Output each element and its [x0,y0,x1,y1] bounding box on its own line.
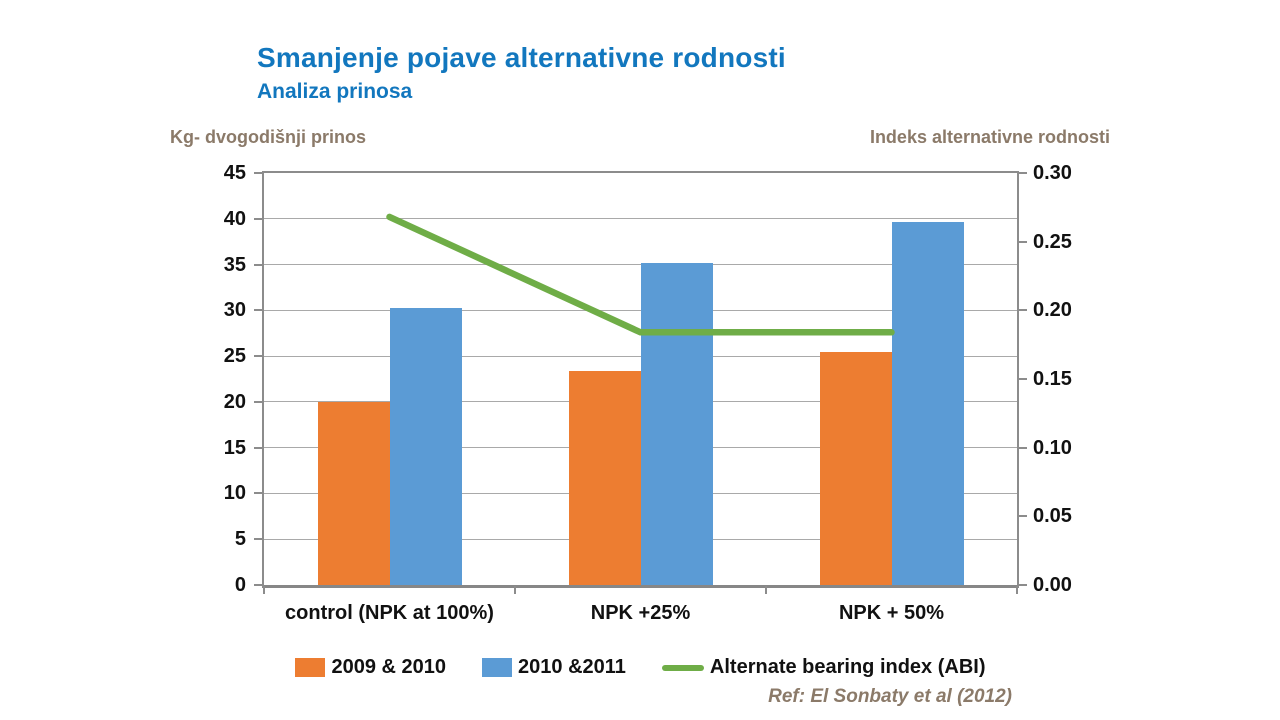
reference-citation: Ref: El Sonbaty et al (2012) [768,686,1012,707]
left-axis-tick-label: 5 [234,528,246,551]
left-axis-tick-label: 30 [223,299,246,322]
left-axis-tick [254,309,263,312]
left-axis-tick [254,400,263,403]
right-axis-tick-label: 0.30 [1033,162,1072,184]
right-axis-tick [1018,446,1027,449]
left-axis-tick-label: 15 [223,436,246,459]
abi-line [386,213,895,336]
x-axis-tick [514,586,516,594]
page-subtitle: Analiza prinosa [257,80,413,103]
right-axis-tick-label: 0.05 [1033,505,1072,528]
left-axis-tick-label: 45 [223,162,246,184]
category-label: control (NPK at 100%) [285,602,494,624]
bar-2010-2011 [640,262,713,585]
legend-label-series-2: 2010 &2011 [518,656,626,678]
page-title: Smanjenje pojave alternativne rodnosti [257,42,786,73]
right-axis-tick [1018,309,1027,312]
bar-2009-2010 [819,352,892,585]
left-axis-tick [254,492,263,495]
bar-2010-2011 [389,307,462,585]
right-axis-tick-label: 0.25 [1033,230,1072,253]
chart-legend: 2009 & 2010 2010 &2011 Alternate bearing… [262,656,1019,679]
right-axis-tick [1018,515,1027,518]
legend-swatch-blue-icon [482,658,513,677]
bar-2009-2010 [317,401,390,585]
left-axis-tick-label: 0 [234,574,246,596]
left-axis-title: Kg- dvogodišnji prinos [170,127,366,147]
left-axis-tick [254,355,263,358]
left-axis-tick [254,263,263,266]
left-axis-tick [254,446,263,449]
right-axis-title: Indeks alternativne rodnosti [869,127,1110,147]
right-axis-tick [1018,172,1027,174]
right-axis-tick-label: 0.10 [1033,436,1072,459]
left-axis-tick-label: 10 [223,482,246,505]
right-axis-tick [1018,240,1027,243]
x-axis-tick [1016,586,1018,594]
legend-item-series-2: 2010 &2011 [482,656,626,679]
right-axis-tick-label: 0.15 [1033,368,1072,390]
left-axis-tick [254,217,263,220]
legend-label-series-3: Alternate bearing index (ABI) [709,656,986,678]
left-axis-tick-label: 25 [223,345,246,368]
bar-2010-2011 [891,221,964,585]
x-axis-tick [263,586,265,594]
left-axis-tick [254,584,263,586]
left-axis-tick-label: 20 [223,390,246,413]
legend-item-series-1: 2009 & 2010 [295,656,446,679]
legend-item-series-3: Alternate bearing index (ABI) [661,656,986,679]
gridline [264,218,1017,220]
category-label: NPK + 50% [838,602,945,624]
legend-label-series-1: 2009 & 2010 [331,656,447,678]
left-axis-tick-label: 40 [223,207,246,230]
plot-area: 0 5 10 15 20 25 30 35 40 45 0.00 0.05 0.10 0.15 0.20 0.… [224,162,1072,624]
right-axis-tick [1018,584,1027,586]
x-axis-tick [765,586,767,594]
category-label: NPK +25% [590,602,691,624]
left-axis-tick-label: 35 [223,253,246,276]
right-axis-tick [1018,378,1027,380]
legend-swatch-orange-icon [295,658,326,677]
bar-2009-2010 [568,370,641,585]
left-axis-tick [254,538,263,541]
legend-swatch-green-line-icon [661,664,704,671]
right-axis-tick-label: 0.20 [1033,299,1072,322]
right-axis-tick-label: 0.00 [1033,574,1072,596]
left-axis-tick [254,172,263,174]
